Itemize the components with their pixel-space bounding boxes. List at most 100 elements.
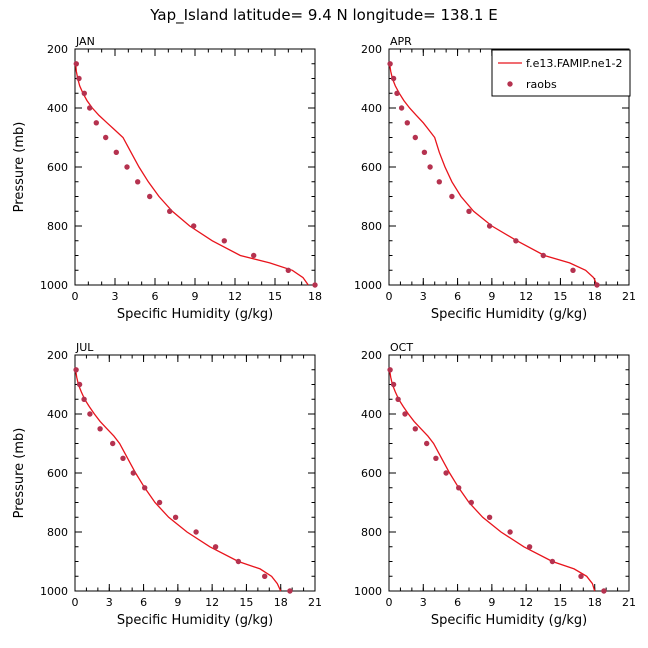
- x-axis-title: Specific Humidity (g/kg): [117, 613, 273, 628]
- x-tick-label: 12: [228, 290, 242, 303]
- y-tick-label: 400: [361, 102, 382, 115]
- raobs-point: [433, 455, 439, 461]
- raobs-point: [507, 529, 513, 535]
- x-axis-title: Specific Humidity (g/kg): [431, 613, 587, 628]
- y-tick-label: 200: [361, 43, 382, 56]
- raobs-point: [424, 440, 430, 447]
- y-tick-label: 800: [47, 526, 68, 539]
- raobs-point: [193, 529, 199, 535]
- y-tick-label: 600: [361, 467, 382, 480]
- raobs-point: [436, 179, 442, 185]
- raobs-point: [76, 75, 82, 82]
- x-tick-label: 6: [454, 596, 461, 609]
- raobs-point: [421, 149, 428, 155]
- panel-oct: OCT 0 3 6 9 12 15 18 21 200 400 600 800 1000 Specific …: [354, 341, 636, 628]
- legend-label-model: f.e13.FAMIP.ne1-2: [526, 57, 623, 70]
- y-tick-label: 1000: [354, 585, 382, 598]
- x-tick-label: 18: [308, 290, 322, 303]
- raobs-point: [120, 455, 126, 461]
- x-tick-label: 3: [112, 290, 119, 303]
- x-tick-label: 18: [588, 596, 602, 609]
- figure-title: Yap_Island latitude= 9.4 N longitude= 13…: [149, 6, 497, 25]
- x-tick-label: 6: [454, 290, 461, 303]
- y-tick-label: 600: [361, 161, 382, 174]
- raobs-point: [76, 381, 83, 388]
- raobs-point: [87, 411, 93, 417]
- x-tick-label: 9: [488, 596, 495, 609]
- x-tick-label: 6: [140, 596, 147, 609]
- x-tick-label: 21: [622, 596, 636, 609]
- raobs-point: [486, 223, 493, 229]
- panel-jul: JUL 0 3 6 9 12 15 18 21 200 400 600 800 1000 Specific …: [12, 341, 322, 628]
- x-tick-label: 3: [420, 290, 427, 303]
- raobs-point: [387, 61, 393, 67]
- y-tick-label: 400: [361, 408, 382, 421]
- raobs-point: [113, 149, 120, 155]
- raobs-point: [449, 193, 455, 200]
- raobs-point: [124, 164, 130, 170]
- raobs-point: [97, 426, 103, 432]
- panel-jan: JAN 0 3 6 9 12 15 18 200 400 600 800 1000 Specific Hu…: [12, 35, 322, 322]
- x-tick-label: 12: [205, 596, 219, 609]
- x-tick-label: 6: [152, 290, 159, 303]
- y-tick-label: 600: [47, 467, 68, 480]
- raobs-point: [387, 367, 393, 373]
- x-tick-label: 15: [239, 596, 253, 609]
- raobs-point: [103, 134, 109, 141]
- y-tick-label: 1000: [40, 585, 68, 598]
- y-tick-label: 800: [47, 220, 68, 233]
- x-tick-label: 0: [386, 596, 393, 609]
- raobs-point: [87, 105, 93, 111]
- raobs-point: [221, 238, 227, 244]
- raobs-point: [285, 267, 291, 273]
- y-tick-label: 200: [361, 349, 382, 362]
- panel-label: JUL: [75, 341, 94, 354]
- x-tick-label: 3: [106, 596, 113, 609]
- y-tick-label: 200: [47, 349, 68, 362]
- raobs-point: [212, 544, 219, 550]
- raobs-point: [549, 558, 556, 565]
- panel-label: APR: [390, 35, 412, 48]
- legend-box: [491, 49, 631, 97]
- raobs-point: [398, 105, 405, 111]
- raobs-point: [172, 514, 179, 520]
- y-tick-label: 200: [47, 43, 68, 56]
- model-profile-line: [75, 63, 309, 286]
- raobs-point: [191, 223, 197, 229]
- legend-label-raobs: raobs: [526, 78, 557, 91]
- raobs-point: [468, 499, 474, 506]
- y-tick-label: 800: [361, 526, 382, 539]
- panel-apr: APR 0 3 6 9 12 15 18 21 200 400 600 800 1000 Specific …: [354, 35, 636, 322]
- raobs-point: [287, 588, 293, 594]
- x-tick-label: 0: [72, 596, 79, 609]
- raobs-point: [73, 367, 79, 373]
- x-tick-label: 0: [72, 290, 79, 303]
- y-axis-title: Pressure (mb): [12, 122, 27, 213]
- y-tick-label: 400: [47, 408, 68, 421]
- raobs-point: [394, 90, 400, 97]
- raobs-point: [526, 544, 533, 550]
- x-tick-label: 9: [192, 290, 199, 303]
- raobs-point: [570, 267, 576, 273]
- raobs-point: [130, 470, 136, 476]
- x-axis-title: Specific Humidity (g/kg): [117, 307, 273, 322]
- raobs-point: [73, 61, 80, 67]
- legend-marker-swatch: [507, 81, 513, 87]
- raobs-point: [147, 193, 153, 200]
- raobs-point: [135, 179, 141, 185]
- y-axis-title: Pressure (mb): [12, 428, 27, 519]
- raobs-point: [402, 411, 408, 417]
- raobs-point: [601, 588, 607, 594]
- x-tick-label: 15: [553, 596, 567, 609]
- legend: f.e13.FAMIP.ne1-2 raobs: [491, 49, 631, 97]
- raobs-point: [142, 485, 148, 491]
- raobs-point: [390, 381, 397, 388]
- raobs-point: [594, 282, 600, 288]
- y-tick-label: 800: [361, 220, 382, 233]
- raobs-point: [262, 573, 268, 579]
- x-axis-title: Specific Humidity (g/kg): [431, 307, 587, 322]
- raobs-point: [404, 120, 410, 126]
- x-tick-label: 12: [519, 290, 533, 303]
- raobs-point: [443, 470, 449, 476]
- raobs-point: [167, 208, 173, 214]
